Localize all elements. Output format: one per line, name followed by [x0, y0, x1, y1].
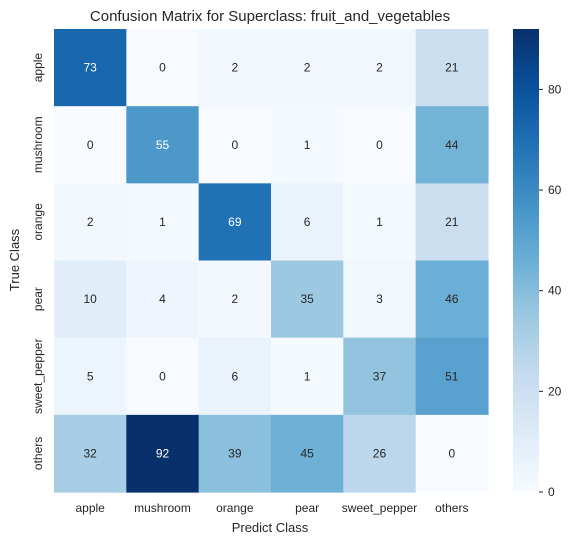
cell-value-label: 69: [228, 215, 242, 229]
cell-value-label: 6: [304, 215, 311, 229]
cell-value-label: 0: [159, 369, 166, 383]
heatmap-cell: [54, 183, 127, 262]
x-tick-label: apple: [75, 501, 105, 515]
y-tick-label: mushroom: [31, 116, 45, 173]
cell-value-label: 2: [87, 215, 94, 229]
heatmap-cell: [270, 106, 344, 184]
cell-value-label: 37: [373, 369, 387, 383]
cell-value-label: 0: [376, 138, 383, 152]
heatmap-cells: [54, 29, 489, 493]
heatmap-cell: [270, 29, 344, 107]
heatmap-cell: [54, 414, 127, 493]
y-tick-label: pear: [31, 287, 45, 311]
cell-value-label: 6: [231, 369, 238, 383]
cell-value-label: 26: [373, 446, 387, 460]
x-tick-label: mushroom: [134, 501, 191, 515]
cell-value-label: 1: [304, 138, 311, 152]
heatmap-cell: [198, 183, 272, 262]
cell-value-label: 0: [448, 446, 455, 460]
heatmap-cell: [126, 183, 200, 262]
heatmap-cell: [343, 183, 417, 262]
cell-value-label: 44: [445, 138, 459, 152]
heatmap-cell: [54, 106, 127, 184]
y-tick-label: orange: [31, 203, 45, 241]
heatmap-cell: [343, 414, 417, 493]
cell-value-label: 1: [304, 369, 311, 383]
heatmap-cell: [270, 337, 344, 416]
cell-value-label: 46: [445, 292, 459, 306]
heatmap-cell: [198, 29, 272, 107]
heatmap-cell: [270, 414, 344, 493]
x-tick-label: orange: [216, 501, 254, 515]
cell-value-label: 1: [376, 215, 383, 229]
chart-title: Confusion Matrix for Superclass: fruit_a…: [90, 8, 450, 25]
heatmap-cell: [415, 29, 489, 107]
x-tick-label: pear: [295, 501, 319, 515]
y-tick-labels: apple mushroom orange pear sweet_pepperother…: [31, 53, 45, 471]
cell-value-label: 51: [445, 369, 459, 383]
heatmap-cell: [54, 337, 127, 416]
heatmap-cell: [415, 106, 489, 184]
heatmap-cell: [270, 183, 344, 262]
cell-value-label: 1: [159, 215, 166, 229]
heatmap-cell: [198, 260, 272, 339]
cell-value-label: 45: [300, 446, 314, 460]
heatmap-cell: [343, 337, 417, 416]
colorbar-tick-label: 20: [548, 384, 562, 398]
x-tick-labels: apple mushroom orange pear sweet_pepper other…: [75, 501, 468, 515]
cell-value-label: 32: [83, 446, 97, 460]
colorbar-tick-label: 60: [548, 183, 562, 197]
cell-value-label: 5: [87, 369, 94, 383]
heatmap-cell: [415, 260, 489, 339]
cell-value-label: 0: [159, 61, 166, 75]
heatmap-cell: [415, 337, 489, 416]
heatmap-cell: [343, 29, 417, 107]
heatmap-cell: [198, 414, 272, 493]
cell-value-label: 21: [445, 61, 459, 75]
cell-value-label: 35: [300, 292, 314, 306]
heatmap-cell: [198, 106, 272, 184]
heatmap-cell: [54, 29, 127, 107]
cell-value-label: 55: [156, 138, 170, 152]
cell-value-label: 0: [231, 138, 238, 152]
cell-value-label: 10: [83, 292, 97, 306]
y-tick-label: apple: [31, 53, 45, 83]
cell-value-label: 0: [87, 138, 94, 152]
heatmap-cell: [415, 183, 489, 262]
y-tick-label: sweet_pepper: [31, 339, 45, 414]
heatmap-cell: [415, 414, 489, 493]
heatmap-cell: [126, 414, 200, 493]
heatmap-cell: [126, 29, 200, 107]
heatmap-cell: [343, 106, 417, 184]
cell-value-label: 2: [376, 61, 383, 75]
cell-value-label: 2: [231, 292, 238, 306]
cell-value-label: 2: [231, 61, 238, 75]
heatmap-cell: [198, 337, 272, 416]
heatmap-cell: [126, 106, 200, 184]
x-axis-label: Predict Class: [232, 520, 309, 535]
x-tick-label: others: [435, 501, 468, 515]
heatmap-cell: [54, 260, 127, 339]
heatmap-cell: [126, 260, 200, 339]
cell-value-label: 3: [376, 292, 383, 306]
heatmap-cell: [343, 260, 417, 339]
cell-value-label: 39: [228, 446, 242, 460]
cell-value-label: 21: [445, 215, 459, 229]
cell-value-label: 2: [304, 61, 311, 75]
cell-value-label: 92: [156, 446, 170, 460]
colorbar-gradient: [513, 29, 539, 492]
x-tick-label: sweet_pepper: [342, 501, 417, 515]
y-tick-label: others: [31, 437, 45, 470]
colorbar-tick-label: 40: [548, 284, 562, 298]
cell-value-label: 4: [159, 292, 166, 306]
heatmap-cell: [126, 337, 200, 416]
colorbar-tick-label: 0: [548, 485, 555, 499]
heatmap-cell: [270, 260, 344, 339]
colorbar: 0 20 40 60 80: [513, 29, 562, 499]
y-axis-label: True Class: [7, 228, 22, 291]
cell-value-label: 73: [83, 61, 97, 75]
colorbar-tick-label: 80: [548, 82, 562, 96]
